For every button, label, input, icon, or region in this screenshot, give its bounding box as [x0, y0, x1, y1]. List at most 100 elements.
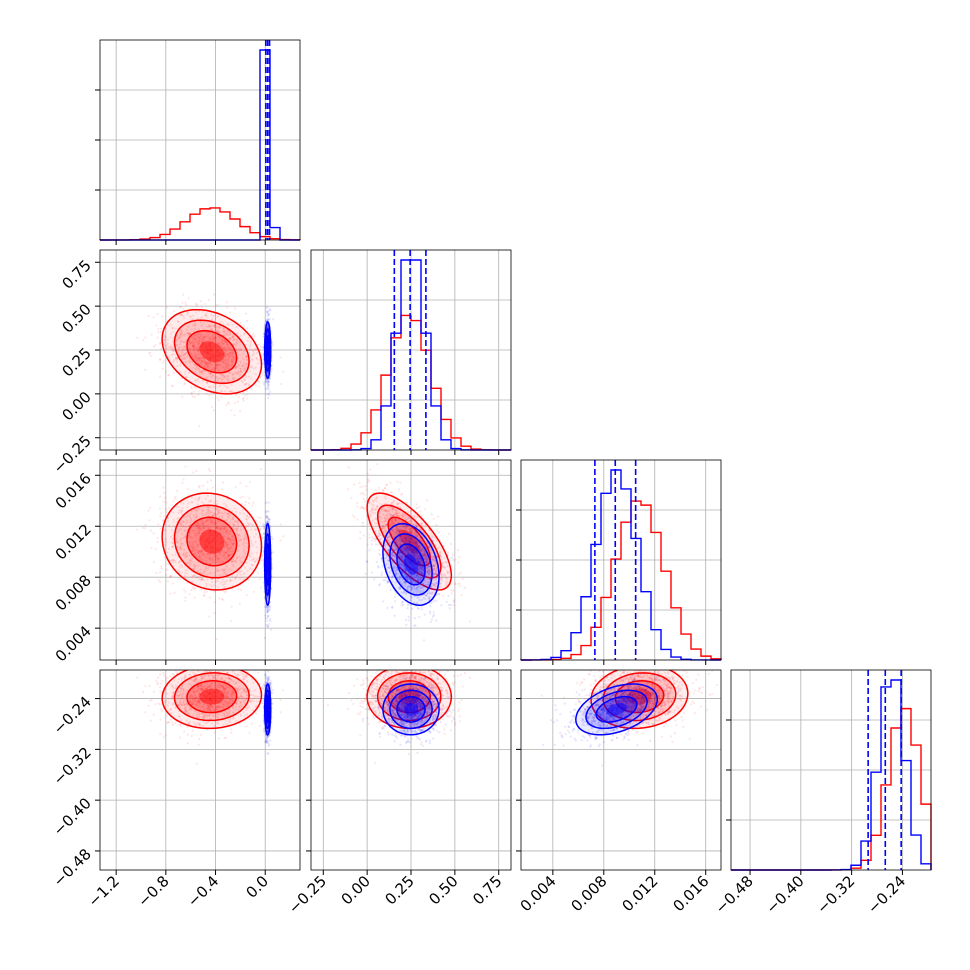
scatter-point — [200, 359, 203, 362]
scatter-point — [197, 342, 201, 345]
scatter-point — [191, 586, 194, 589]
scatter-point — [222, 360, 225, 364]
scatter-point — [241, 357, 244, 360]
scatter-point — [210, 328, 213, 331]
scatter-point — [142, 339, 145, 342]
scatter-point — [211, 368, 214, 371]
scatter-point — [192, 546, 195, 549]
scatter-point — [261, 362, 264, 365]
scatter-point — [231, 363, 234, 367]
scatter-point — [205, 335, 208, 338]
scatter-point — [191, 575, 194, 578]
scatter-point — [245, 525, 248, 528]
scatter-point — [172, 558, 175, 562]
scatter-point — [205, 381, 209, 384]
scatter-point — [386, 536, 390, 539]
scatter-point — [200, 551, 203, 554]
scatter-point — [189, 341, 192, 344]
scatter-point — [264, 380, 267, 383]
scatter-point — [263, 371, 266, 374]
scatter-point — [248, 345, 251, 348]
scatter-point — [242, 325, 245, 328]
scatter-point — [231, 560, 234, 563]
diag-panel-3 — [730, 669, 932, 871]
scatter-point — [236, 524, 240, 527]
scatter-point — [207, 386, 211, 389]
scatter-point — [175, 356, 178, 359]
scatter-point — [232, 565, 235, 568]
scatter-point — [230, 348, 233, 352]
scatter-point — [409, 530, 412, 533]
scatter-point — [390, 502, 393, 505]
scatter-point — [410, 531, 413, 534]
scatter-point — [208, 366, 211, 369]
scatter-point — [249, 343, 252, 346]
scatter-point — [202, 524, 205, 527]
scatter-point — [215, 554, 218, 557]
scatter-point — [231, 354, 234, 357]
scatter-point — [179, 546, 182, 549]
scatter-point — [154, 548, 157, 551]
scatter-point — [239, 347, 242, 350]
scatter-point — [406, 525, 409, 528]
scatter-point — [223, 568, 226, 571]
scatter-point — [266, 305, 269, 309]
density-contour — [199, 529, 225, 554]
scatter-point — [173, 497, 176, 500]
scatter-point — [172, 361, 175, 364]
scatter-point — [262, 381, 266, 384]
scatter-point — [183, 353, 186, 356]
scatter-point — [200, 370, 203, 373]
scatter-point — [195, 509, 198, 512]
diag-panel-0 — [99, 39, 301, 241]
scatter-point — [359, 537, 362, 540]
scatter-point — [198, 485, 201, 488]
scatter-point — [205, 520, 208, 523]
scatter-point — [228, 537, 231, 540]
scatter-point — [221, 525, 224, 528]
scatter-point — [181, 513, 184, 516]
scatter-point — [213, 340, 216, 343]
scatter-point — [235, 348, 238, 351]
scatter-point — [238, 344, 241, 347]
scatter-point — [217, 509, 220, 512]
scatter-point — [454, 583, 457, 586]
scatter-point — [229, 546, 233, 549]
scatter-point — [253, 335, 256, 338]
scatter-point — [213, 323, 216, 326]
scatter-point — [382, 513, 385, 516]
scatter-point — [267, 379, 270, 382]
scatter-point — [201, 527, 204, 531]
scatter-point — [432, 568, 435, 571]
scatter-point — [423, 553, 426, 556]
scatter-point — [266, 388, 269, 391]
scatter-point — [144, 368, 147, 371]
scatter-point — [236, 357, 240, 360]
scatter-point — [238, 559, 241, 562]
scatter-point — [192, 529, 195, 532]
scatter-point — [162, 500, 165, 503]
scatter-point — [221, 598, 224, 601]
scatter-point — [195, 341, 198, 344]
scatter-point — [239, 577, 242, 580]
scatter-point — [211, 558, 214, 561]
scatter-point — [232, 543, 235, 546]
scatter-point — [197, 525, 201, 528]
scatter-point — [265, 606, 268, 609]
scatter-point — [226, 543, 230, 546]
scatter-point — [176, 364, 179, 368]
scatter-point — [258, 358, 261, 362]
scatter-point — [179, 577, 182, 580]
scatter-point — [240, 569, 243, 572]
scatter-point — [184, 353, 187, 356]
scatter-point — [234, 402, 237, 405]
scatter-point — [237, 396, 240, 399]
scatter-point — [190, 501, 193, 504]
scatter-point — [215, 375, 218, 378]
scatter-point — [239, 322, 242, 325]
scatter-point — [223, 362, 226, 365]
scatter-point — [236, 350, 239, 353]
scatter-point — [172, 545, 175, 548]
scatter-point — [178, 346, 181, 349]
scatter-point — [225, 545, 228, 549]
